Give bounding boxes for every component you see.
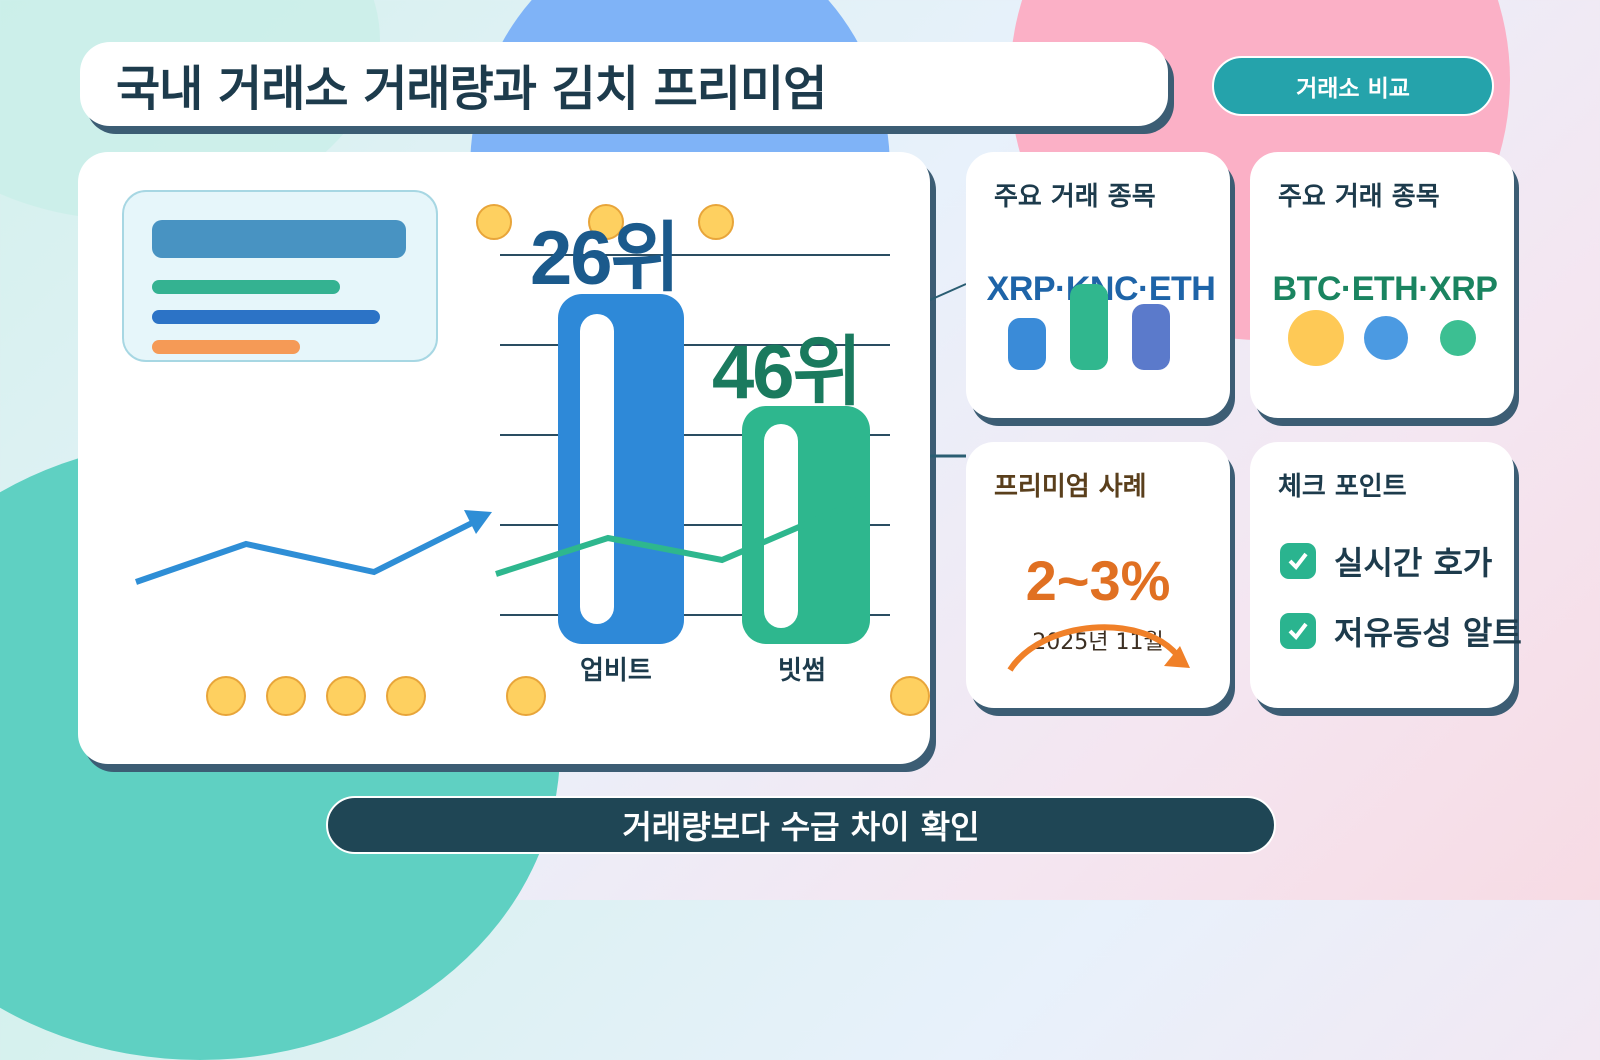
coin-icon [386,676,426,716]
mini-bar-icon [1132,304,1170,370]
checkbox-checked-icon [1280,613,1316,649]
coin-dot-icon [1288,310,1344,366]
card-premium-case: 프리미엄 사례 2~3% 2025년 11월 [966,442,1230,708]
card-major-tickers-1: 주요 거래 종목 XRP·KNC·ETH [966,152,1230,418]
gridline [500,524,890,526]
coin-icon [588,204,624,240]
gridline [500,254,890,256]
exchange-volume-card: 26위 46위 업비트 빗썸 [78,152,930,764]
gridline [500,344,890,346]
coin-icon [266,676,306,716]
trend-lines [135,496,868,585]
card-title: 주요 거래 종목 [1278,182,1440,212]
coin-icon [326,676,366,716]
card-checkpoints: 체크 포인트 실시간 호가 저유동성 알트 [1250,442,1522,708]
bar-slot [580,314,614,624]
premium-value: 2~3% [1025,549,1171,612]
mini-bar-orange [152,340,300,354]
coin-icon [506,676,546,716]
coin-icon [698,204,734,240]
curved-arrow-icon [1007,624,1190,672]
coin-icon [890,676,930,716]
checkbox-checked-icon [1280,543,1316,579]
upbit-label: 업비트 [580,656,652,686]
card-title: 주요 거래 종목 [994,182,1156,212]
mini-dashboard-illustration [122,190,438,362]
card-title: 체크 포인트 [1278,472,1407,502]
mini-bar-header [152,220,406,258]
upbit-rank: 26위 [530,216,680,301]
bithumb-label: 빗썸 [778,656,826,686]
coin-dot-icon [1364,316,1408,360]
bar-slot [764,424,798,628]
summary-banner: 거래량보다 수급 차이 확인 [326,796,1276,854]
ticker-list: BTC·ETH·XRP [1272,270,1498,308]
card-title: 프리미엄 사례 [994,472,1147,502]
arrow-head-icon [464,510,492,534]
summary-text: 거래량보다 수급 차이 확인 [622,808,980,846]
gridline [500,614,890,616]
card-major-tickers-2: 주요 거래 종목 BTC·ETH·XRP [1250,152,1514,418]
upbit-bar [558,294,684,644]
coin-icon [476,204,512,240]
gridline [500,434,890,436]
title-bar: 국내 거래소 거래량과 김치 프리미엄 [80,42,1168,126]
coin-dot-icon [1440,320,1476,356]
bithumb-rank: 46위 [712,330,862,415]
checklist-item: 저유동성 알트 [1280,608,1522,654]
connector-lines [930,283,967,458]
coin-icon [206,676,246,716]
mini-bar-icon [1008,318,1046,370]
compare-exchanges-button[interactable]: 거래소 비교 [1212,56,1494,116]
mini-bar-green [152,280,340,294]
checklist-item: 실시간 호가 [1280,538,1492,584]
page-title: 국내 거래소 거래량과 김치 프리미엄 [116,61,827,117]
mini-bar-blue [152,310,380,324]
mini-bar-icon [1070,284,1108,370]
